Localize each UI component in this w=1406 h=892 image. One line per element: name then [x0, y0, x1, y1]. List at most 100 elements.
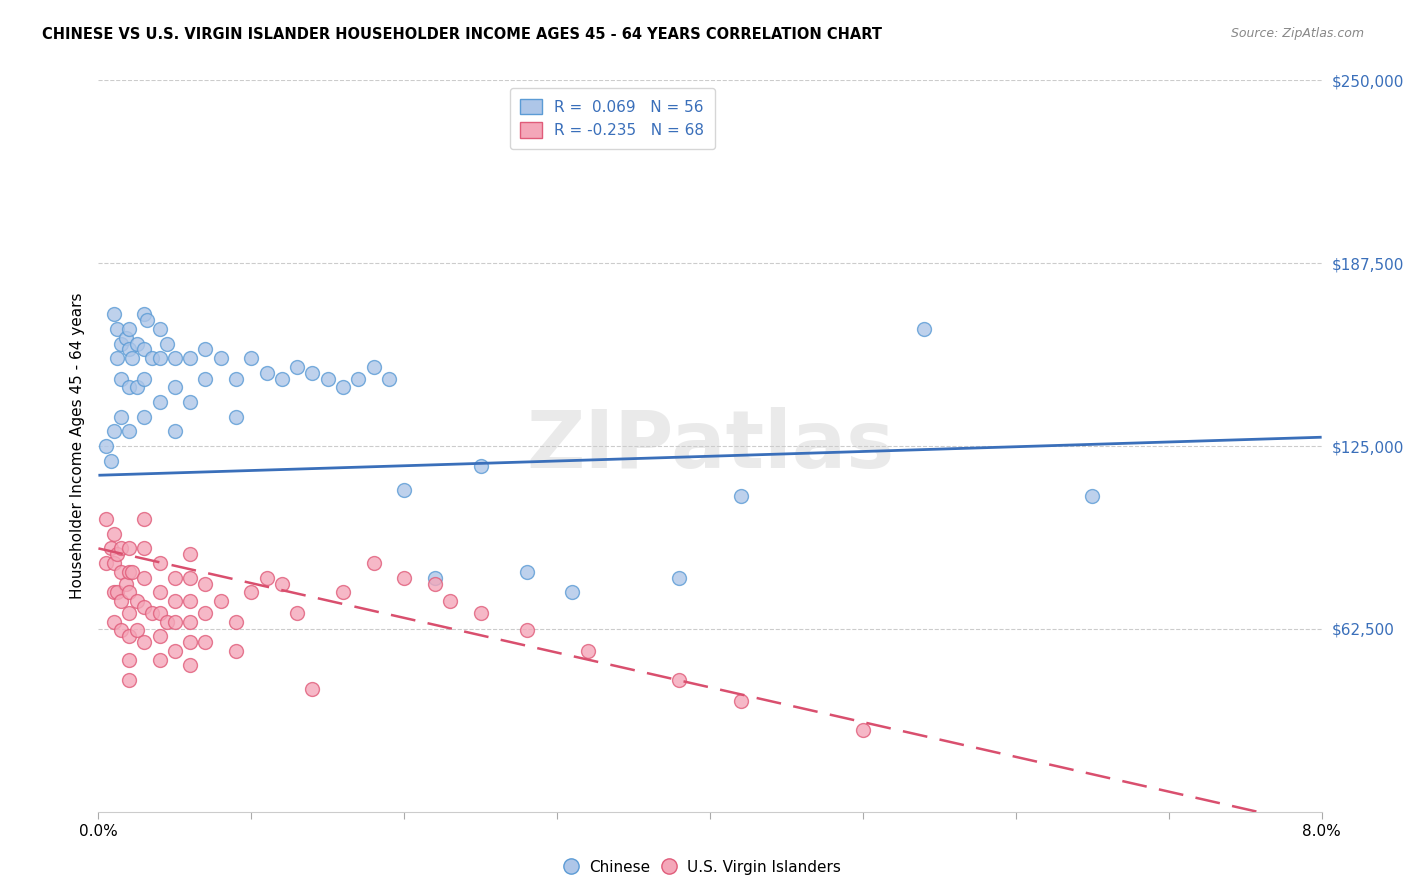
Point	[105, 585, 128, 599]
Point	[347, 372, 370, 386]
Point	[105, 322, 128, 336]
Legend: Chinese, U.S. Virgin Islanders: Chinese, U.S. Virgin Islanders	[561, 855, 845, 880]
Point	[103, 526, 125, 541]
Point	[118, 322, 141, 336]
Point	[194, 372, 217, 386]
Text: CHINESE VS U.S. VIRGIN ISLANDER HOUSEHOLDER INCOME AGES 45 - 64 YEARS CORRELATIO: CHINESE VS U.S. VIRGIN ISLANDER HOUSEHOL…	[42, 27, 882, 42]
Point	[163, 644, 186, 658]
Point	[392, 571, 416, 585]
Point	[668, 571, 690, 585]
Point	[209, 351, 232, 366]
Point	[163, 615, 186, 629]
Point	[149, 556, 172, 570]
Point	[94, 556, 117, 570]
Point	[134, 343, 156, 357]
Point	[103, 585, 125, 599]
Point	[94, 439, 117, 453]
Point	[179, 547, 201, 561]
Point	[163, 425, 186, 439]
Point	[110, 594, 132, 608]
Point	[561, 585, 583, 599]
Point	[134, 599, 156, 614]
Point	[149, 585, 172, 599]
Point	[240, 585, 263, 599]
Point	[134, 635, 156, 649]
Point	[730, 489, 752, 503]
Point	[332, 380, 354, 394]
Point	[100, 453, 122, 467]
Point	[179, 594, 201, 608]
Point	[163, 351, 186, 366]
Point	[118, 380, 141, 394]
Point	[94, 512, 117, 526]
Point	[121, 565, 143, 579]
Point	[110, 541, 132, 556]
Point	[225, 615, 247, 629]
Point	[118, 585, 141, 599]
Point	[470, 606, 492, 620]
Point	[149, 606, 172, 620]
Point	[363, 359, 385, 374]
Point	[730, 693, 752, 707]
Point	[163, 571, 186, 585]
Point	[134, 409, 156, 424]
Point	[179, 351, 201, 366]
Point	[194, 635, 217, 649]
Point	[118, 652, 141, 666]
Point	[103, 307, 125, 321]
Point	[516, 565, 538, 579]
Point	[105, 547, 128, 561]
Point	[852, 723, 875, 737]
Point	[110, 336, 132, 351]
Point	[118, 673, 141, 687]
Point	[285, 359, 308, 374]
Text: Source: ZipAtlas.com: Source: ZipAtlas.com	[1230, 27, 1364, 40]
Point	[121, 351, 143, 366]
Point	[134, 571, 156, 585]
Point	[149, 652, 172, 666]
Point	[110, 372, 132, 386]
Point	[392, 483, 416, 497]
Point	[179, 571, 201, 585]
Point	[100, 541, 122, 556]
Point	[134, 307, 156, 321]
Point	[141, 606, 163, 620]
Point	[270, 576, 294, 591]
Text: ZIPatlas: ZIPatlas	[526, 407, 894, 485]
Point	[179, 395, 201, 409]
Point	[1081, 489, 1104, 503]
Point	[156, 336, 179, 351]
Point	[103, 425, 125, 439]
Point	[194, 343, 217, 357]
Point	[125, 594, 148, 608]
Point	[149, 395, 172, 409]
Point	[301, 681, 323, 696]
Point	[110, 409, 132, 424]
Point	[149, 351, 172, 366]
Point	[194, 606, 217, 620]
Point	[118, 565, 141, 579]
Point	[516, 624, 538, 638]
Point	[134, 541, 156, 556]
Point	[423, 576, 446, 591]
Point	[270, 372, 294, 386]
Point	[363, 556, 385, 570]
Point	[134, 512, 156, 526]
Point	[179, 615, 201, 629]
Point	[149, 629, 172, 643]
Point	[105, 351, 128, 366]
Point	[285, 606, 308, 620]
Y-axis label: Householder Income Ages 45 - 64 years: Householder Income Ages 45 - 64 years	[69, 293, 84, 599]
Point	[209, 594, 232, 608]
Point	[149, 322, 172, 336]
Point	[225, 644, 247, 658]
Point	[141, 351, 163, 366]
Point	[668, 673, 690, 687]
Point	[576, 644, 599, 658]
Point	[125, 380, 148, 394]
Point	[240, 351, 263, 366]
Point	[118, 343, 141, 357]
Point	[134, 372, 156, 386]
Point	[110, 565, 132, 579]
Point	[316, 372, 339, 386]
